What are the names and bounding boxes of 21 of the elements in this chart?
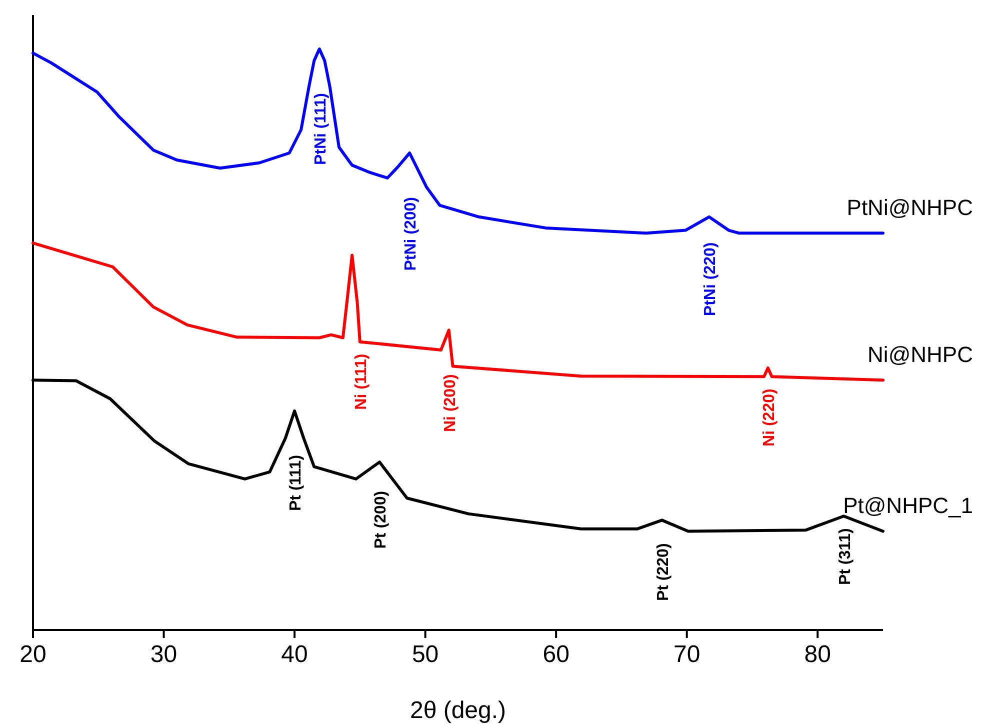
x-axis-title: 2θ (deg.) [410, 697, 506, 724]
annotation: Ni (220) [760, 388, 778, 446]
x-tick-label: 80 [804, 641, 831, 668]
x-tick-label: 50 [412, 641, 439, 668]
series-label: Pt@NHPC_1 [843, 493, 973, 518]
annotation: Pt (200) [372, 490, 390, 549]
x-tick-label: 40 [281, 641, 308, 668]
annotation: PtNi (220) [702, 242, 720, 316]
annotation: Pt (220) [655, 543, 672, 602]
series-label: Ni@NHPC [868, 342, 974, 368]
x-tick-label: 70 [673, 641, 700, 668]
annotation: PtNi (200) [402, 197, 420, 271]
annotation: Ni (200) [442, 374, 459, 432]
x-tick-label: 60 [542, 641, 570, 668]
annotation: Ni (111) [352, 354, 370, 410]
annotation: Pt (311) [836, 528, 854, 586]
annotation: PtNi (111) [312, 93, 330, 166]
annotation: Pt (111) [288, 454, 305, 511]
x-tick-label: 30 [150, 641, 178, 668]
x-tick-label: 20 [20, 641, 46, 668]
series-label: PtNi@NHPC [846, 195, 974, 220]
